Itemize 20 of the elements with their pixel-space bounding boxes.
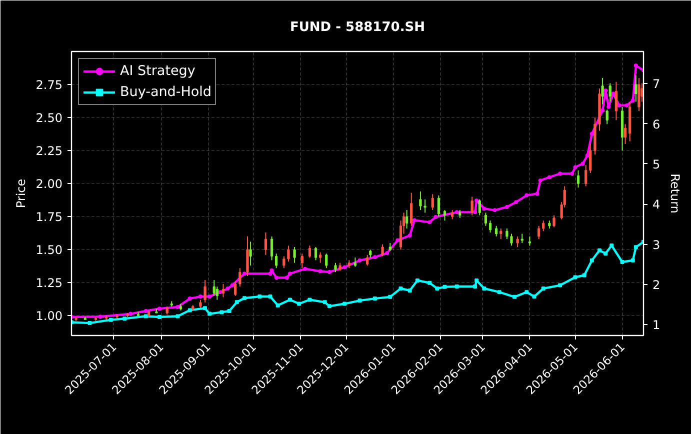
y2-tick-label: 7 [652,77,660,92]
y-axis-title: Price [14,178,28,208]
y-tick-label: 1.75 [36,210,62,224]
y2-tick-label: 6 [652,117,660,132]
y-tick-label: 1.25 [36,276,62,290]
y2-tick-label: 1 [652,318,660,332]
y-tick-label: 1.00 [36,309,62,324]
y-tick-label: 2.75 [36,78,62,92]
y-tick-label: 2.50 [36,111,62,126]
y-tick-label: 2.25 [36,144,62,158]
y2-tick-label: 4 [652,198,660,212]
y-tick-label: 1.50 [36,243,62,258]
legend-label: Buy-and-Hold [120,84,212,100]
y2-tick-label: 3 [652,238,660,252]
legend-label: AI Strategy [120,63,196,79]
y-tick-label: 2.00 [36,177,62,192]
chart-title: FUND - 588170.SH [290,20,426,35]
y2-tick-label: 5 [652,157,660,172]
y2-tick-label: 2 [652,278,660,292]
y2-axis-title: Return [668,174,682,214]
